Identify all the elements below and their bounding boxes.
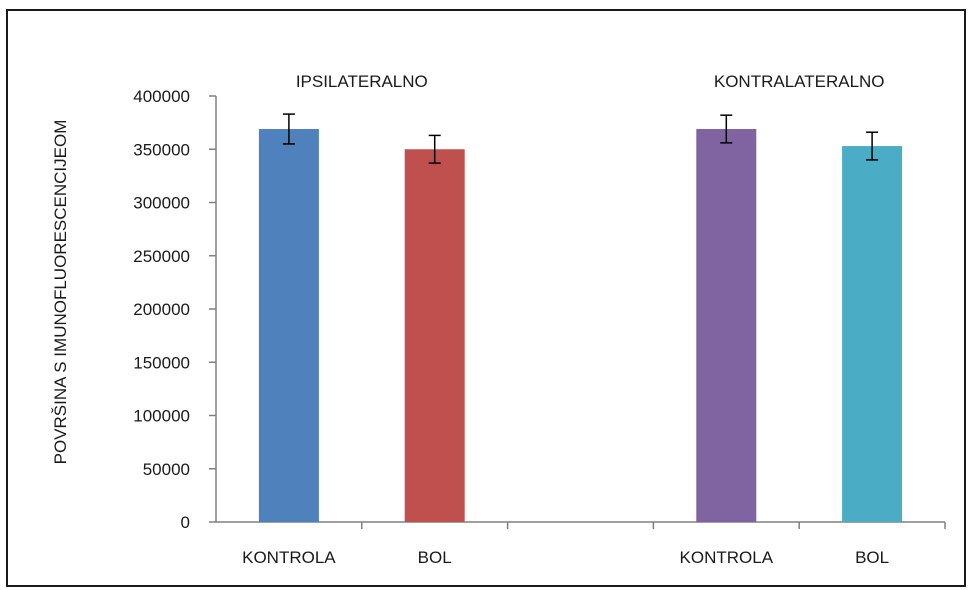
y-tick-label: 350000 (133, 140, 190, 159)
bar-kontralateralno-bol (842, 146, 903, 522)
y-tick-label: 300000 (133, 194, 190, 213)
group-label-ipsilateralno: IPSILATERALNO (296, 72, 428, 91)
error-bars (282, 113, 879, 164)
y-tick-label: 250000 (133, 247, 190, 266)
bar-kontralateralno-kontrola (696, 129, 757, 522)
category-label: KONTROLA (242, 548, 336, 567)
category-label: KONTROLA (680, 548, 774, 567)
category-label: BOL (418, 548, 452, 567)
bars (258, 129, 903, 522)
bar-ipsilateralno-kontrola (258, 129, 319, 522)
y-ticks: 0 50000 100000 150000 200000 250000 300000 3500… (133, 87, 216, 532)
chart-frame (6, 9, 966, 587)
x-ticks (361, 522, 946, 529)
y-tick-label: 150000 (133, 353, 190, 372)
category-label: BOL (855, 548, 889, 567)
bar-ipsilateralno-bol (404, 149, 465, 522)
y-axis-title: POVRŠINA S IMUNOFLUORESCENCIJEOM (51, 120, 70, 465)
group-label-kontralateralno: KONTRALATERALNO (714, 72, 885, 91)
y-tick-label: 0 (181, 513, 190, 532)
y-tick-label: 200000 (133, 300, 190, 319)
y-tick-label: 50000 (143, 460, 190, 479)
category-labels: KONTROLA BOL KONTROLA BOL (242, 548, 889, 567)
group-labels: IPSILATERALNO KONTRALATERALNO (296, 72, 885, 91)
y-tick-label: 100000 (133, 407, 190, 426)
y-tick-label: 400000 (133, 87, 190, 106)
